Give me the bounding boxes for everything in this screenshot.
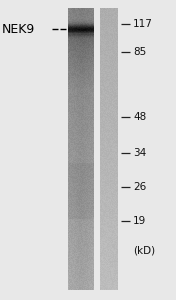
Text: 19: 19 (133, 216, 146, 226)
Text: 48: 48 (133, 112, 146, 122)
Text: 26: 26 (133, 182, 146, 192)
Text: 117: 117 (133, 19, 153, 28)
Text: NEK9: NEK9 (2, 22, 35, 36)
Text: (kD): (kD) (133, 245, 155, 256)
Text: 34: 34 (133, 148, 146, 158)
Text: 85: 85 (133, 47, 146, 57)
